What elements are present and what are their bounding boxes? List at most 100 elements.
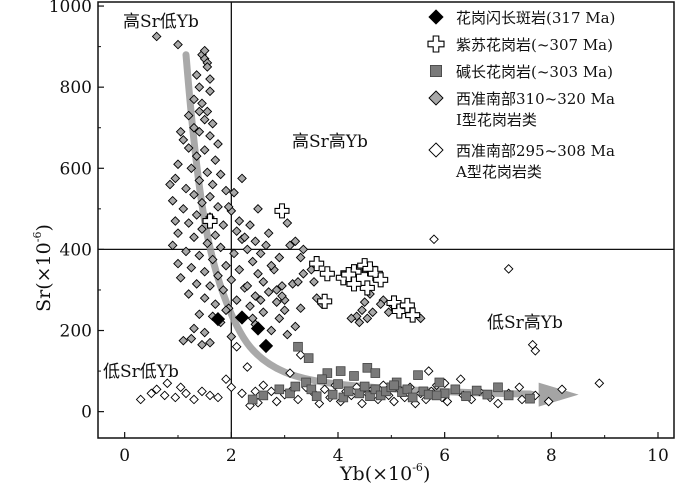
- data-point-gray-diamond: [354, 317, 365, 328]
- data-point-gray-square: [338, 392, 349, 403]
- data-point-gray-diamond: [173, 258, 183, 269]
- data-point-filled-diamond: [210, 312, 226, 327]
- data-point-gray-square: [349, 371, 359, 381]
- data-point-gray-diamond: [210, 155, 221, 166]
- data-point-gray-diamond: [207, 118, 218, 129]
- data-point-open-diamond: [429, 234, 439, 245]
- data-point-gray-diamond: [266, 260, 277, 271]
- data-point-gray-diamond: [239, 232, 250, 243]
- data-point-gray-diamond: [189, 323, 199, 334]
- data-point-gray-diamond: [218, 285, 229, 295]
- data-point-open-cross: [202, 213, 218, 229]
- data-point-gray-diamond: [357, 305, 367, 316]
- data-point-gray-diamond: [213, 270, 223, 281]
- data-point-gray-diamond: [213, 139, 223, 149]
- data-point-filled-diamond: [234, 310, 250, 325]
- data-point-gray-diamond: [218, 220, 229, 230]
- data-point-gray-diamond: [375, 299, 386, 309]
- data-point-gray-diamond: [181, 246, 191, 257]
- data-point-open-diamond: [493, 398, 503, 409]
- data-point-open-diamond: [231, 341, 242, 352]
- data-point-gray-diamond: [170, 216, 181, 226]
- data-point-gray-square: [311, 391, 322, 402]
- legend-marker-gray-square: [429, 65, 442, 78]
- data-point-open-cross: [341, 267, 357, 283]
- data-point-gray-diamond: [231, 226, 242, 236]
- data-point-open-diamond: [285, 368, 295, 378]
- data-point-open-diamond: [271, 396, 282, 407]
- data-point-gray-diamond: [295, 303, 306, 314]
- data-point-gray-diamond: [199, 327, 210, 338]
- data-point-gray-diamond: [229, 248, 239, 259]
- data-point-gray-diamond: [277, 281, 287, 291]
- data-point-gray-square: [431, 390, 442, 401]
- data-point-gray-diamond: [263, 228, 274, 239]
- data-point-gray-diamond: [293, 277, 303, 287]
- data-point-gray-diamond: [202, 106, 213, 117]
- x-tick-label: 8: [546, 446, 557, 466]
- data-point-gray-square: [493, 382, 503, 393]
- data-point-gray-square: [322, 368, 333, 378]
- data-point-gray-diamond: [199, 293, 210, 303]
- data-point-gray-square: [327, 389, 338, 400]
- data-point-gray-diamond: [173, 159, 183, 170]
- data-points: [135, 31, 605, 411]
- data-point-gray-diamond: [215, 169, 226, 180]
- data-point-gray-diamond: [359, 297, 370, 307]
- data-point-gray-diamond: [277, 291, 287, 301]
- data-point-gray-diamond: [255, 248, 266, 259]
- data-point-gray-square: [503, 390, 514, 401]
- data-point-gray-diamond: [266, 325, 277, 336]
- data-point-gray-diamond: [221, 260, 231, 271]
- data-point-gray-diamond: [295, 252, 306, 263]
- data-point-open-diamond: [170, 392, 181, 403]
- x-tick-label: 4: [333, 446, 344, 466]
- data-point-gray-square: [525, 393, 535, 404]
- legend-marker-filled-diamond: [428, 9, 444, 25]
- data-point-open-diamond: [319, 384, 330, 395]
- data-point-gray-square: [370, 368, 381, 378]
- data-point-gray-square: [423, 389, 434, 400]
- data-point-open-diamond: [442, 396, 453, 407]
- data-point-gray-diamond: [183, 218, 194, 228]
- data-point-gray-diamond: [194, 106, 205, 117]
- data-point-open-diamond: [205, 390, 215, 401]
- data-point-gray-diamond: [210, 230, 221, 241]
- data-point-open-diamond: [557, 384, 567, 395]
- data-point-gray-square: [343, 386, 354, 397]
- x-tick-label: 6: [439, 446, 450, 466]
- data-point-open-diamond: [314, 398, 325, 409]
- y-tick-label: 200: [60, 322, 92, 342]
- data-point-open-cross: [373, 272, 389, 288]
- data-point-gray-diamond: [197, 98, 207, 109]
- data-point-open-diamond: [151, 384, 162, 395]
- data-point-gray-diamond: [215, 242, 226, 253]
- legend-background: [420, 3, 673, 181]
- data-point-open-diamond: [293, 394, 303, 405]
- data-point-gray-diamond: [191, 70, 202, 80]
- data-point-gray-diamond: [205, 131, 215, 141]
- data-point-gray-square: [471, 385, 482, 396]
- data-point-gray-diamond: [205, 86, 215, 97]
- data-point-open-diamond: [135, 394, 146, 405]
- y-tick-label: 800: [60, 78, 92, 98]
- data-point-gray-diamond: [226, 274, 237, 285]
- data-point-gray-diamond: [309, 277, 319, 287]
- legend-label: 西准南部295~308 Ma: [456, 142, 615, 160]
- data-point-gray-diamond: [282, 329, 293, 340]
- data-point-gray-diamond: [175, 126, 186, 137]
- data-point-gray-diamond: [194, 309, 205, 320]
- data-point-gray-square: [354, 388, 365, 399]
- data-point-gray-diamond: [207, 179, 218, 190]
- data-point-gray-diamond: [186, 163, 197, 174]
- data-point-gray-diamond: [197, 197, 207, 208]
- data-point-gray-diamond: [271, 297, 282, 307]
- legend-marker-open-cross: [427, 35, 445, 53]
- data-point-gray-diamond: [191, 279, 202, 289]
- data-point-gray-diamond: [274, 252, 285, 263]
- data-point-open-cross: [274, 203, 290, 219]
- data-point-gray-square: [370, 384, 381, 395]
- data-point-gray-square: [317, 374, 327, 384]
- legend-marker-open-diamond: [428, 142, 444, 158]
- data-point-gray-square: [285, 388, 295, 399]
